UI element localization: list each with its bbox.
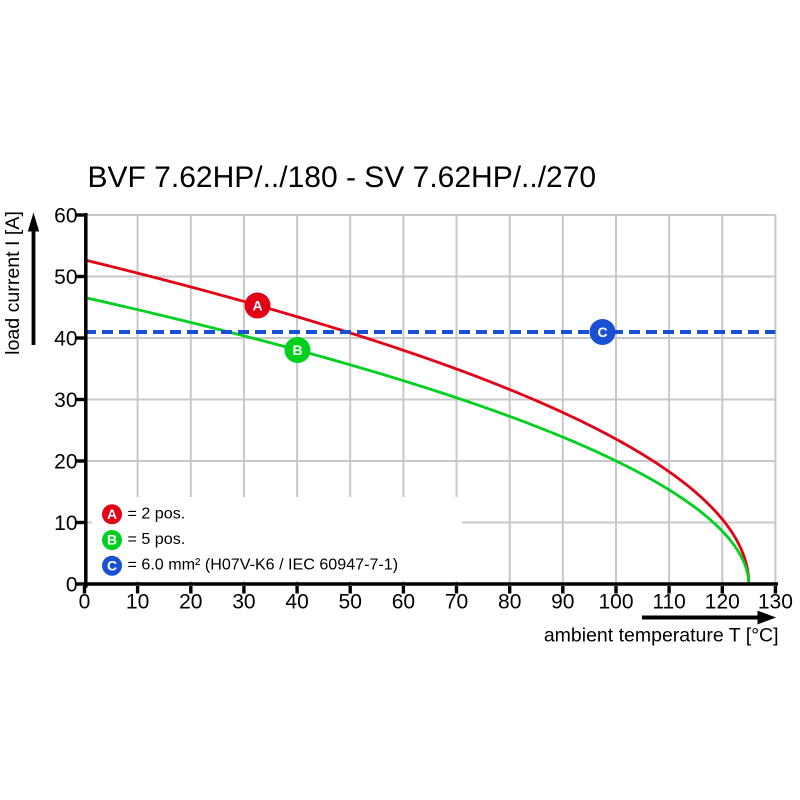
- svg-text:= 2 pos.: = 2 pos.: [128, 504, 186, 522]
- svg-text:30: 30: [54, 389, 77, 412]
- svg-text:120: 120: [705, 591, 740, 614]
- svg-text:50: 50: [339, 591, 362, 614]
- svg-text:40: 40: [54, 328, 77, 351]
- svg-text:C: C: [597, 324, 607, 340]
- svg-text:20: 20: [179, 591, 202, 614]
- svg-text:0: 0: [79, 591, 91, 614]
- svg-text:= 6.0 mm² (H07V-K6 / IEC 60947: = 6.0 mm² (H07V-K6 / IEC 60947-7-1): [128, 556, 399, 574]
- svg-text:A: A: [252, 298, 262, 314]
- svg-text:= 5 pos.: = 5 pos.: [128, 530, 186, 548]
- svg-text:110: 110: [652, 591, 685, 614]
- svg-text:100: 100: [598, 591, 633, 614]
- svg-text:10: 10: [54, 512, 77, 535]
- svg-text:C: C: [107, 557, 117, 573]
- svg-text:20: 20: [54, 451, 77, 474]
- svg-text:B: B: [107, 532, 117, 548]
- svg-text:90: 90: [551, 591, 574, 614]
- svg-text:40: 40: [285, 591, 308, 614]
- svg-text:60: 60: [392, 591, 415, 614]
- svg-text:60: 60: [54, 205, 77, 228]
- svg-text:50: 50: [54, 266, 77, 289]
- svg-text:70: 70: [445, 591, 468, 614]
- svg-text:130: 130: [758, 591, 793, 614]
- svg-text:B: B: [292, 342, 302, 358]
- svg-text:80: 80: [498, 591, 521, 614]
- svg-text:BVF 7.62HP/../180 - SV 7.62HP/: BVF 7.62HP/../180 - SV 7.62HP/../270: [88, 161, 597, 194]
- svg-text:0: 0: [66, 574, 78, 597]
- svg-text:10: 10: [126, 591, 149, 614]
- svg-text:ambient temperature T [°C]: ambient temperature T [°C]: [544, 625, 779, 647]
- svg-text:30: 30: [232, 591, 255, 614]
- svg-text:load current I [A]: load current I [A]: [2, 211, 24, 355]
- svg-text:A: A: [107, 506, 117, 522]
